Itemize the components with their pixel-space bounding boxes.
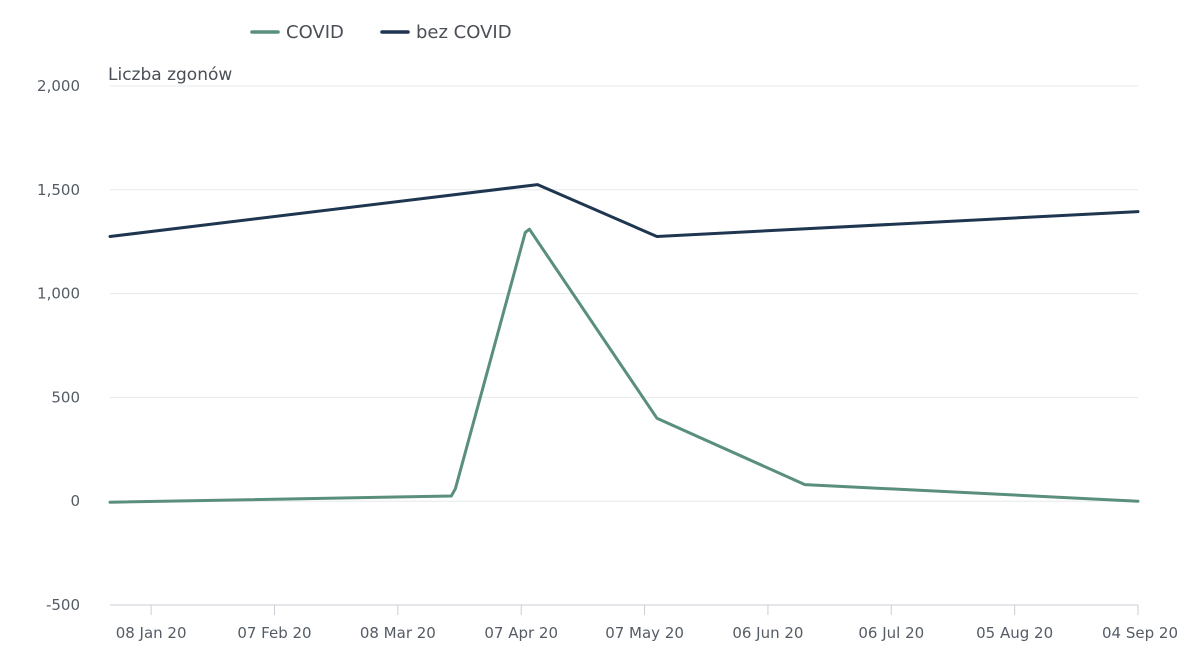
y-tick-label: -500 bbox=[46, 596, 80, 614]
series-line-bez-covid bbox=[108, 183, 1140, 238]
legend-label-bez-covid[interactable]: bez COVID bbox=[416, 22, 512, 43]
legend-label-covid[interactable]: COVID bbox=[286, 22, 344, 43]
x-tick-label: 06 Jun 20 bbox=[732, 624, 803, 642]
y-axis-title: Liczba zgonów bbox=[108, 65, 232, 85]
grid-layer bbox=[110, 85, 1138, 502]
series-line-covid bbox=[108, 227, 1140, 504]
x-tick-label: 08 Mar 20 bbox=[360, 624, 436, 642]
x-tick-label: 08 Jan 20 bbox=[116, 624, 187, 642]
y-tick-label: 1,000 bbox=[37, 285, 80, 303]
y-tick-label: 0 bbox=[70, 492, 80, 510]
y-tick-label: 500 bbox=[51, 388, 80, 406]
y-tick-label: 1,500 bbox=[37, 181, 80, 199]
series-layer bbox=[108, 183, 1140, 504]
x-tick-label: 04 Sep 20 bbox=[1102, 624, 1178, 642]
x-tick-label: 07 Feb 20 bbox=[237, 624, 311, 642]
x-tick-label: 05 Aug 20 bbox=[976, 624, 1053, 642]
x-tick-label: 07 Apr 20 bbox=[484, 624, 558, 642]
axis-layer: 2,000 1,500 1,000 500 0 -500 08 Jan 20 07 Feb 2… bbox=[37, 77, 1178, 642]
y-tick-label: 2,000 bbox=[37, 77, 80, 95]
x-tick-label: 07 May 20 bbox=[605, 624, 684, 642]
x-tick-label: 06 Jul 20 bbox=[858, 624, 924, 642]
legend: COVID bez COVID bbox=[250, 22, 512, 43]
